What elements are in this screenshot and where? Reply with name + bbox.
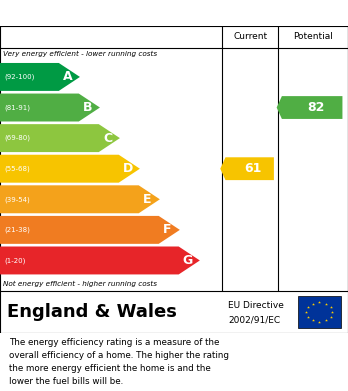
Text: Energy Efficiency Rating: Energy Efficiency Rating — [9, 7, 230, 23]
Text: 2002/91/EC: 2002/91/EC — [228, 316, 280, 325]
Polygon shape — [0, 124, 120, 152]
Text: The energy efficiency rating is a measure of the
overall efficiency of a home. T: The energy efficiency rating is a measur… — [9, 338, 229, 386]
Text: Current: Current — [233, 32, 267, 41]
Text: E: E — [143, 193, 152, 206]
Polygon shape — [0, 216, 180, 244]
Bar — [298, 296, 341, 328]
Text: 61: 61 — [245, 162, 262, 175]
Text: (69-80): (69-80) — [5, 135, 31, 142]
Text: F: F — [163, 223, 172, 237]
Text: (92-100): (92-100) — [5, 74, 35, 80]
Text: England & Wales: England & Wales — [7, 303, 177, 321]
Text: 82: 82 — [307, 101, 324, 114]
Text: D: D — [122, 162, 133, 175]
Text: (55-68): (55-68) — [5, 165, 31, 172]
Polygon shape — [277, 96, 342, 119]
Text: A: A — [63, 70, 72, 83]
Text: (81-91): (81-91) — [5, 104, 31, 111]
Text: G: G — [182, 254, 193, 267]
Polygon shape — [0, 246, 200, 274]
Text: Very energy efficient - lower running costs: Very energy efficient - lower running co… — [3, 51, 158, 57]
Polygon shape — [0, 185, 160, 213]
Text: Not energy efficient - higher running costs: Not energy efficient - higher running co… — [3, 281, 158, 287]
Text: B: B — [83, 101, 93, 114]
Text: Potential: Potential — [293, 32, 333, 41]
Polygon shape — [0, 155, 140, 183]
Polygon shape — [220, 157, 274, 180]
Polygon shape — [0, 63, 80, 91]
Text: C: C — [103, 132, 112, 145]
Polygon shape — [0, 93, 100, 122]
Text: (39-54): (39-54) — [5, 196, 31, 203]
Text: EU Directive: EU Directive — [228, 301, 284, 310]
Text: (1-20): (1-20) — [5, 257, 26, 264]
Text: (21-38): (21-38) — [5, 227, 31, 233]
